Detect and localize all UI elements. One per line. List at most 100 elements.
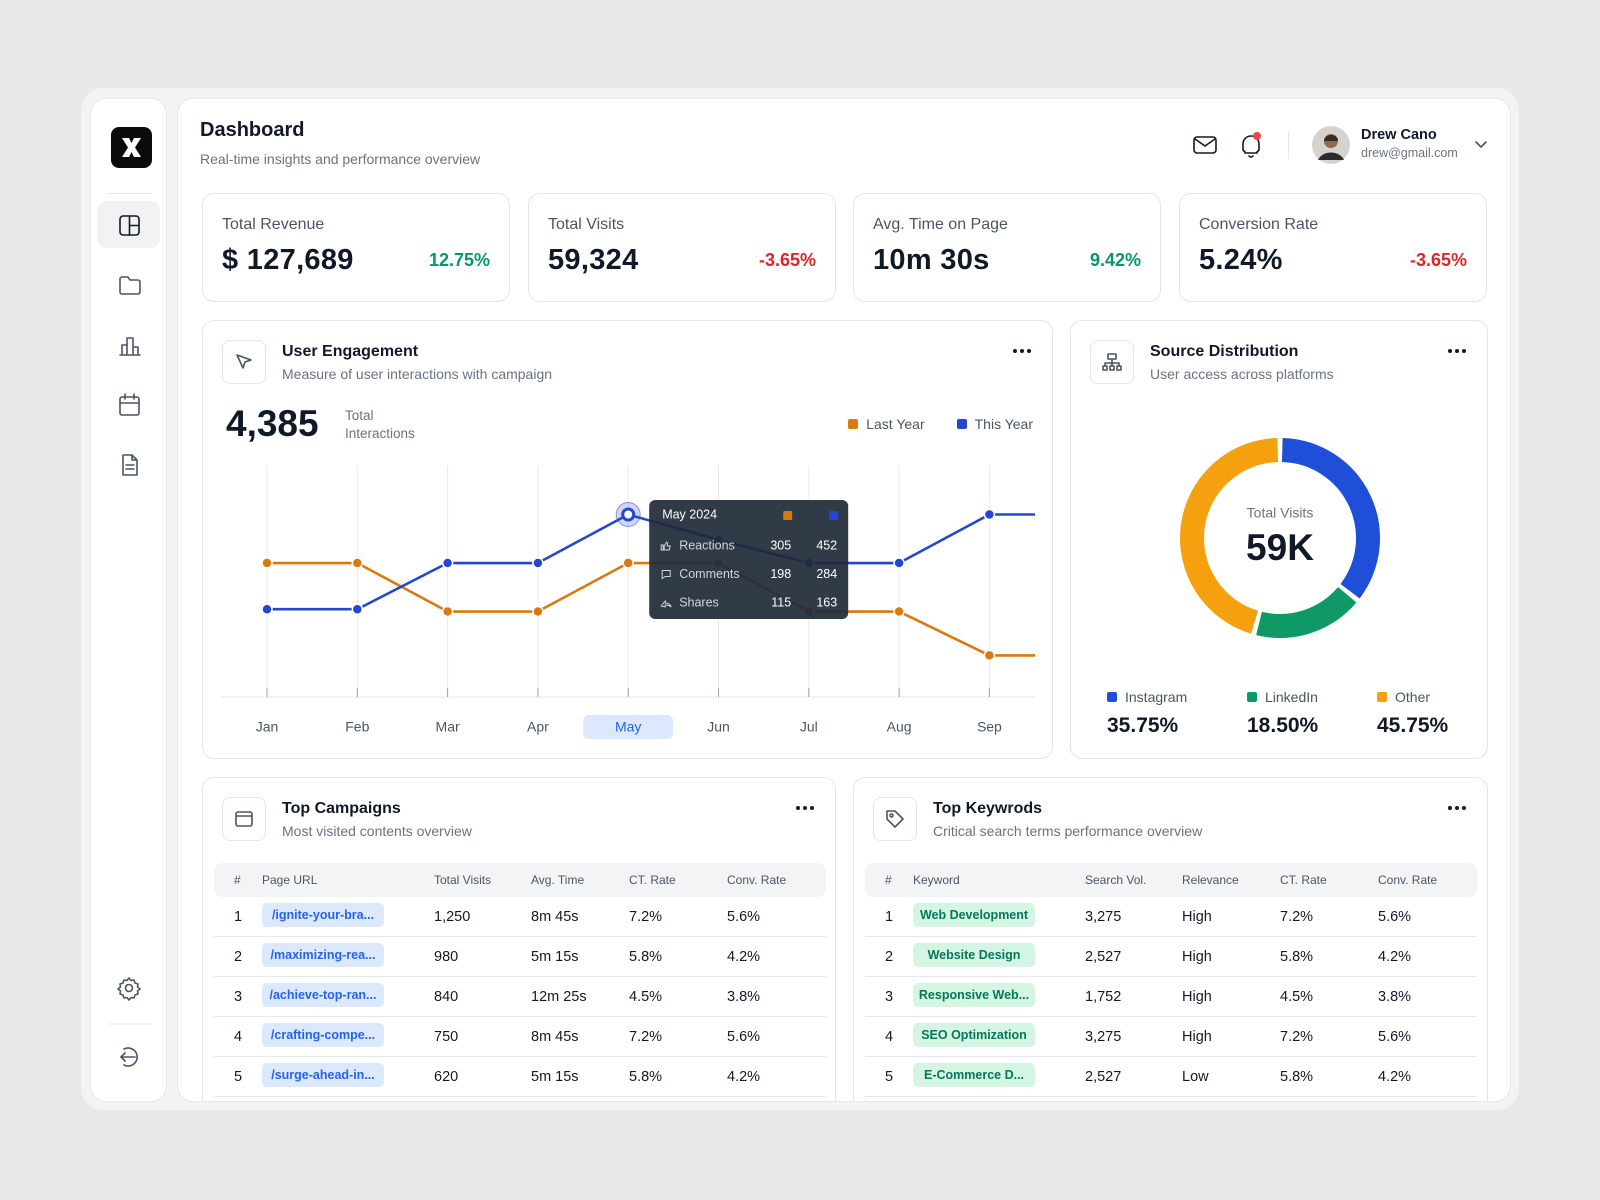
user-email: drew@gmail.com bbox=[1361, 146, 1458, 160]
table-row: 4 SEO Optimization 3,275 High 7.2% 5.6% bbox=[865, 1016, 1477, 1057]
table-cell: 5.8% bbox=[1280, 936, 1378, 977]
user-name: Drew Cano bbox=[1361, 127, 1437, 143]
table-cell: 5 bbox=[865, 1056, 913, 1097]
nav-calendar[interactable] bbox=[119, 393, 140, 416]
nav-document[interactable] bbox=[122, 454, 138, 476]
table-cell: 5m 15s bbox=[531, 1056, 629, 1097]
window-icon bbox=[235, 811, 253, 827]
table-cell: 5.6% bbox=[727, 897, 826, 937]
icon-shape bbox=[1455, 806, 1459, 810]
tooltip-row-icon bbox=[661, 570, 671, 580]
tag-icon bbox=[886, 810, 904, 828]
data-point bbox=[893, 557, 905, 569]
tooltip-row-icon bbox=[660, 541, 671, 551]
kpi-change: 9.42% bbox=[1084, 250, 1141, 271]
table-row: 3/achieve-top-ran... 840 12m 25s 4.5% 3.8% bbox=[214, 976, 826, 1017]
card-title: User Engagement bbox=[282, 343, 419, 360]
kpi-change-value: -3.65% bbox=[758, 250, 816, 270]
kpi-label: Conversion Rate bbox=[1199, 216, 1319, 233]
tag-pill: Website Design bbox=[913, 942, 1035, 967]
kpi-label: Avg. Time on Page bbox=[873, 216, 1008, 233]
category-highlight bbox=[583, 715, 674, 739]
column-header: Total Visits bbox=[434, 863, 531, 897]
legend-item: Instagram bbox=[1107, 689, 1187, 705]
tag-pill: /achieve-top-ran... bbox=[262, 982, 384, 1007]
table-row: 1 Web Development 3,275 High 7.2% 5.6% bbox=[865, 897, 1477, 937]
table-cell: 840 bbox=[434, 976, 531, 1017]
x-tick-label: Mar bbox=[436, 719, 460, 735]
icon-shape bbox=[1013, 349, 1017, 353]
icon-shape bbox=[1242, 135, 1260, 158]
tooltip-row-value: 198 bbox=[770, 567, 791, 581]
table-cell: High bbox=[1182, 1016, 1280, 1057]
table-cell: 3 bbox=[865, 976, 913, 1017]
table-cell: 1,250 bbox=[434, 897, 531, 937]
nav-dashboard[interactable] bbox=[119, 215, 140, 236]
kpi-value: 5.24% bbox=[1199, 244, 1283, 276]
icon-shape bbox=[1194, 138, 1216, 147]
table-cell: 4.2% bbox=[1378, 936, 1477, 977]
icon-shape bbox=[1475, 141, 1487, 148]
x-tick-label: Feb bbox=[345, 719, 369, 735]
card-icon bbox=[222, 340, 266, 384]
table-cell: /achieve-top-ran... bbox=[262, 976, 434, 1017]
table-head: # Page URL Total Visits Avg. Time CT. Rate Co… bbox=[214, 863, 826, 897]
data-point bbox=[983, 649, 996, 662]
legend-swatch bbox=[1377, 692, 1387, 702]
table-cell: 7.2% bbox=[629, 1016, 727, 1057]
table-cell: Website Design bbox=[913, 936, 1085, 977]
data-table: # Page URL Total Visits Avg. Time CT. Rate Co… bbox=[214, 863, 826, 1097]
tooltip-swatch bbox=[783, 511, 793, 520]
icon-shape bbox=[119, 337, 141, 356]
tooltip-box bbox=[649, 500, 849, 619]
bell-icon[interactable] bbox=[1242, 135, 1260, 158]
nav-active[interactable] bbox=[97, 201, 160, 248]
table-row: 5/surge-ahead-in... 620 5m 15s 5.8% 4.2% bbox=[214, 1056, 826, 1097]
icon-shape bbox=[1448, 349, 1452, 353]
nav-analytics[interactable] bbox=[119, 337, 141, 356]
mail-icon[interactable] bbox=[1193, 136, 1217, 154]
legend-label: LinkedIn bbox=[1265, 689, 1318, 705]
tooltip-row-label: Shares bbox=[679, 595, 719, 609]
tag-pill: Responsive Web... bbox=[913, 982, 1035, 1007]
nav-folder[interactable] bbox=[119, 276, 141, 295]
table-cell: 4.5% bbox=[1280, 976, 1378, 1017]
tag-pill: /crafting-compe... bbox=[262, 1022, 384, 1047]
nav-settings[interactable] bbox=[117, 977, 141, 1001]
kpi-value: 10m 30s bbox=[873, 244, 990, 276]
table-cell: /crafting-compe... bbox=[262, 1016, 434, 1057]
column-header: Avg. Time bbox=[531, 863, 629, 897]
icon-shape bbox=[1027, 349, 1031, 353]
card-subtitle: Critical search terms performance overvi… bbox=[933, 823, 1203, 839]
card-menu[interactable] bbox=[1012, 347, 1032, 355]
user-menu-chevron[interactable] bbox=[1473, 137, 1489, 153]
avatar[interactable] bbox=[1312, 126, 1350, 164]
icon-shape bbox=[124, 983, 134, 993]
table-cell: /ignite-your-bra... bbox=[262, 897, 434, 937]
icon-shape bbox=[119, 276, 141, 295]
table-cell: 3,275 bbox=[1085, 1016, 1182, 1057]
card-menu[interactable] bbox=[795, 804, 815, 812]
legend-value: 35.75% bbox=[1107, 714, 1179, 737]
table-row: 2/maximizing-rea... 980 5m 15s 5.8% 4.2% bbox=[214, 936, 826, 977]
legend-label: This Year bbox=[974, 416, 1033, 432]
tooltip-row-label: Comments bbox=[679, 567, 739, 581]
table-cell: 1 bbox=[865, 897, 913, 937]
donut-center-value: 59K bbox=[1246, 527, 1314, 568]
table-cell: 5.8% bbox=[629, 1056, 727, 1097]
kpi-label: Total Visits bbox=[548, 216, 625, 233]
card-icon bbox=[222, 797, 266, 841]
icon-shape bbox=[119, 396, 140, 416]
table-cell: 1,752 bbox=[1085, 976, 1182, 1017]
data-point bbox=[261, 603, 273, 615]
card-menu[interactable] bbox=[1447, 347, 1467, 355]
column-header: Page URL bbox=[262, 863, 434, 897]
card-menu[interactable] bbox=[1447, 804, 1467, 812]
notification-dot bbox=[1253, 132, 1261, 140]
nav-logout[interactable] bbox=[120, 1047, 138, 1067]
legend-label: Instagram bbox=[1125, 689, 1188, 705]
tooltip-row-label: Reactions bbox=[679, 538, 735, 552]
kpi-change: -3.65% bbox=[753, 250, 816, 271]
